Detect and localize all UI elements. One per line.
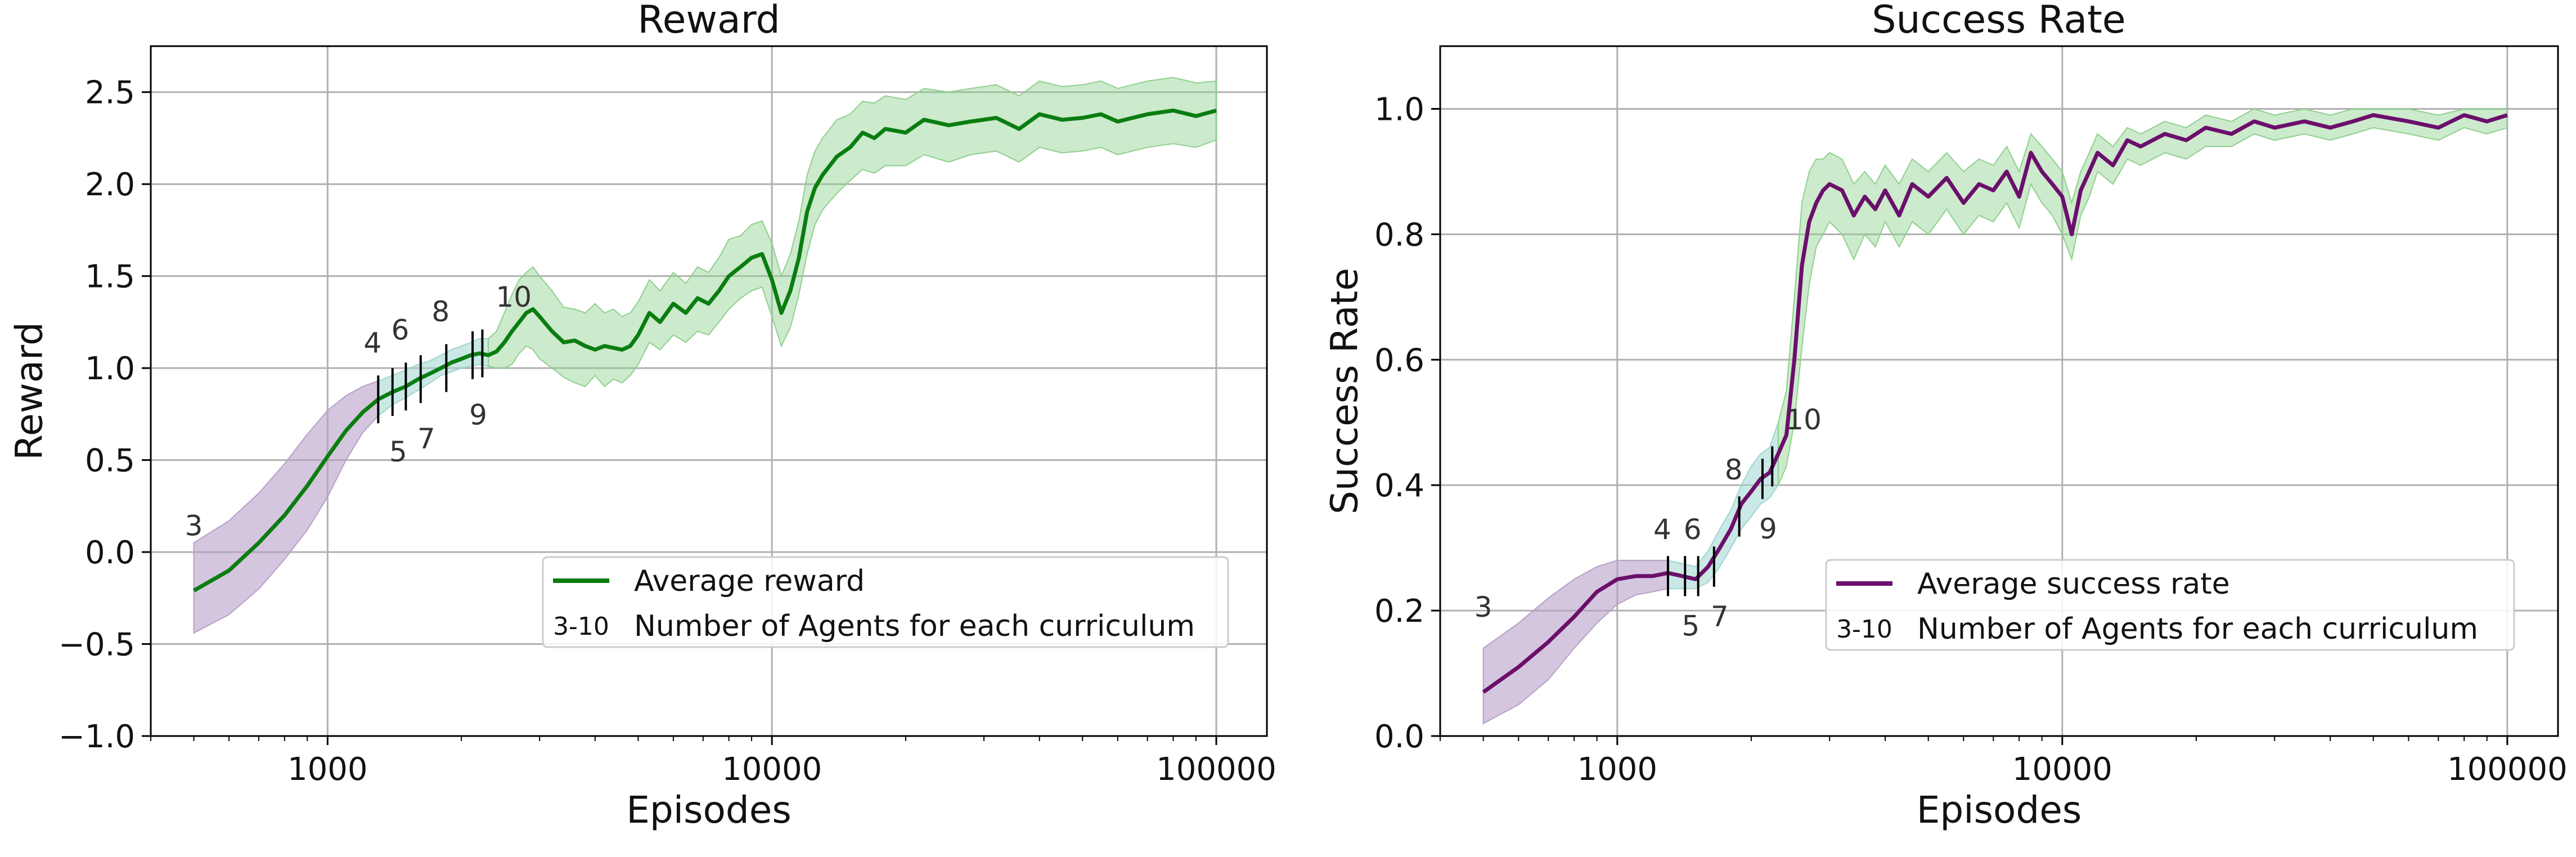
legend: Average reward 3-10 Number of Agents for e… xyxy=(542,556,1229,648)
band-early xyxy=(1482,559,1669,725)
curriculum-markers: 3 4 5 6 7 89 10 xyxy=(1474,403,1822,643)
y-tick-label: 2.0 xyxy=(85,167,135,203)
series-line xyxy=(192,108,1217,593)
x-axis: 1000 10000 100000 xyxy=(150,736,1276,788)
y-tick-label: −0.5 xyxy=(59,627,135,663)
x-axis-label: Episodes xyxy=(1917,788,2082,832)
y-axis-label: Reward xyxy=(8,322,51,460)
curriculum-markers: 3 4 5 6 7 8 9 10 xyxy=(185,281,532,542)
confidence-band xyxy=(193,77,1217,634)
y-tick-label: 0.6 xyxy=(1374,342,1424,379)
curriculum-label: 7 xyxy=(1711,600,1729,633)
curriculum-label: 9 xyxy=(1759,513,1777,545)
curriculum-label: 10 xyxy=(496,281,532,313)
curriculum-label: 5 xyxy=(389,436,407,468)
x-axis-label: Episodes xyxy=(626,788,792,832)
success-rate-chart: 3 4 5 6 7 89 10 1000 10000 100000 0.0 0.2 0.4 0.6 0.8 1… xyxy=(1323,0,2568,832)
curriculum-label: 6 xyxy=(391,314,409,347)
chart-title: Reward xyxy=(637,0,780,42)
confidence-band xyxy=(1482,108,2508,725)
series-line xyxy=(1482,113,2508,694)
reward-chart: 3 4 5 6 7 8 9 10 1000 10000 100000 −1.0 −0.5 0.0 0.5 1.… xyxy=(8,0,1276,832)
curriculum-label: 8 xyxy=(431,295,449,328)
y-axis: −1.0 −0.5 0.0 0.5 1.0 1.5 2.0 2.5 xyxy=(59,75,151,755)
legend-box xyxy=(542,556,1229,648)
y-tick-label: 0.8 xyxy=(1374,217,1424,253)
y-tick-label: 0.5 xyxy=(85,443,135,479)
y-tick-label: 0.0 xyxy=(85,535,135,571)
band-early xyxy=(193,380,379,634)
curriculum-label: 4 xyxy=(363,327,381,360)
x-tick-label: 100000 xyxy=(1156,751,1276,788)
y-tick-label: 0.2 xyxy=(1374,593,1424,630)
curriculum-label: 4 xyxy=(1653,513,1671,546)
y-axis: 0.0 0.2 0.4 0.6 0.8 1.0 xyxy=(1374,91,1440,755)
legend-box xyxy=(1825,559,2515,651)
chart-title: Success Rate xyxy=(1872,0,2125,42)
curriculum-label: 6 xyxy=(1684,513,1702,546)
y-tick-label: 0.0 xyxy=(1374,719,1424,755)
y-tick-label: −1.0 xyxy=(59,719,135,755)
y-tick-label: 1.5 xyxy=(85,259,135,295)
legend-label: Average reward xyxy=(634,564,865,598)
legend-label: Average success rate xyxy=(1917,567,2230,601)
x-tick-label: 1000 xyxy=(287,751,368,788)
band-main xyxy=(1777,108,2508,486)
x-axis: 1000 10000 100000 xyxy=(1440,736,2568,788)
plot-frame xyxy=(1439,45,2559,737)
x-tick-label: 100000 xyxy=(2447,751,2568,788)
band-main xyxy=(488,77,1217,388)
plot-frame xyxy=(150,45,1268,737)
curriculum-label: 5 xyxy=(1682,610,1700,643)
y-tick-label: 2.5 xyxy=(85,75,135,111)
y-tick-label: 0.4 xyxy=(1374,468,1424,504)
x-tick-label: 1000 xyxy=(1577,751,1658,788)
curriculum-label: 10 xyxy=(1786,403,1822,436)
y-tick-label: 1.0 xyxy=(85,351,135,387)
x-tick-label: 10000 xyxy=(2012,751,2112,788)
curriculum-label: 8 xyxy=(1725,454,1743,486)
legend-label: Number of Agents for each curriculum xyxy=(1917,612,2478,646)
curriculum-label: 3 xyxy=(1474,591,1492,623)
legend: Average success rate 3-10 Number of Agents… xyxy=(1825,559,2515,651)
y-axis-label: Success Rate xyxy=(1323,268,1366,514)
legend-label: Number of Agents for each curriculum xyxy=(634,609,1195,643)
legend-code-swatch: 3-10 xyxy=(1836,615,1892,644)
curriculum-label: 3 xyxy=(185,510,203,542)
curriculum-label: 7 xyxy=(417,423,435,455)
x-tick-label: 10000 xyxy=(722,751,822,788)
y-tick-label: 1.0 xyxy=(1374,91,1424,128)
curriculum-label: 9 xyxy=(469,398,487,431)
legend-code-swatch: 3-10 xyxy=(553,612,609,641)
